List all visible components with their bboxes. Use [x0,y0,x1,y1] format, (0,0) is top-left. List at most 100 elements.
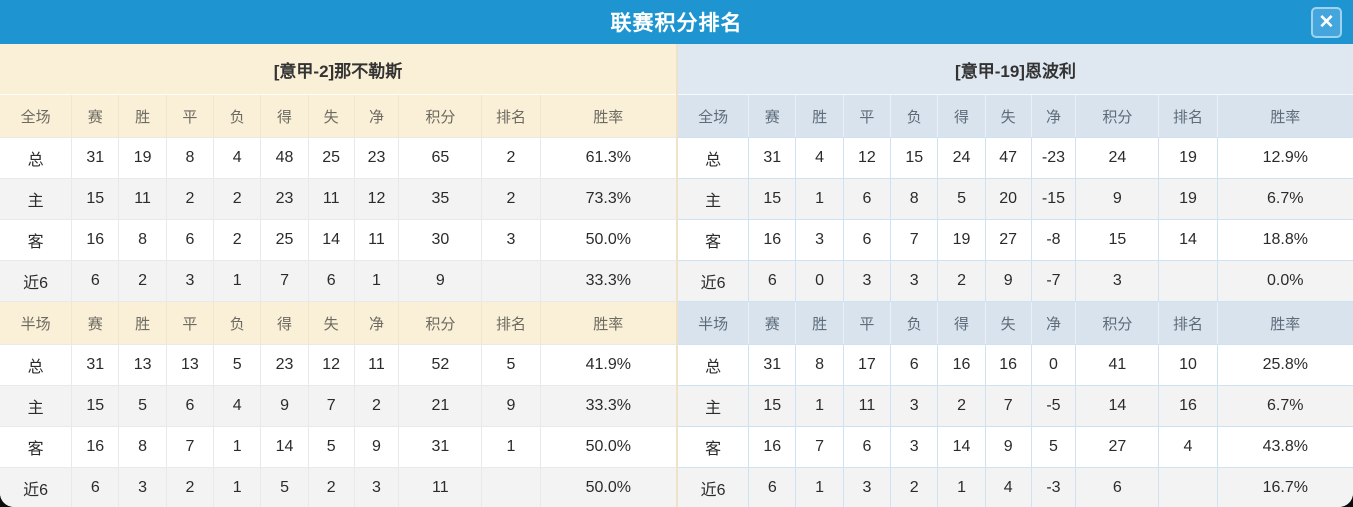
table-row: 总 31 13 13 5 23 12 11 52 5 41.9% [0,344,676,386]
winrate-cell: 0.0% [1217,260,1353,302]
winrate-cell: 61.3% [540,137,676,179]
column-header: 胜率 [1217,301,1353,345]
stat-cell: 6 [166,385,215,427]
column-header: 排名 [481,301,541,345]
stat-cell: 23 [354,137,400,179]
table-row: 主 15 1 6 8 5 20 -15 9 19 6.7% [677,178,1353,220]
row-label: 客 [0,426,73,468]
stat-cell: 5 [937,178,986,220]
stat-cell: 31 [71,137,120,179]
stat-cell: 1 [354,260,400,302]
table-row: 总 31 8 17 6 16 16 0 41 10 25.8% [677,344,1353,386]
stat-cell: -5 [1031,385,1077,427]
row-label: 总 [677,137,750,179]
table-row: 客 16 8 7 1 14 5 9 31 1 50.0% [0,426,676,468]
row-label: 主 [677,385,750,427]
stat-cell: 5 [308,426,355,468]
stat-cell: 5 [118,385,167,427]
points-cell: 14 [1075,385,1160,427]
stat-cell: 3 [890,385,939,427]
column-header: 净 [354,94,400,138]
table-row: 近6 6 2 3 1 7 6 1 9 33.3% [0,260,676,302]
table-row: 近6 6 1 3 2 1 4 -3 6 16.7% [677,467,1353,507]
row-label: 总 [0,344,73,386]
rank-cell [481,467,541,507]
stat-cell: 6 [843,426,892,468]
stat-cell: 16 [71,219,120,261]
stat-cell: 15 [890,137,939,179]
column-header: 负 [213,94,262,138]
stat-cell: 17 [843,344,892,386]
stat-cell: 5 [260,467,309,507]
row-label: 客 [677,219,750,261]
rank-cell [1158,260,1218,302]
points-cell: 11 [398,467,483,507]
table-row: 总 31 19 8 4 48 25 23 65 2 61.3% [0,137,676,179]
stat-cell: 1 [937,467,986,507]
stat-cell: 9 [260,385,309,427]
winrate-cell: 50.0% [540,467,676,507]
stat-cell: 3 [354,467,400,507]
right-half-header-row: 半场 赛 胜 平 负 得 失 净 积分 排名 胜率 [677,301,1353,345]
stat-cell: 19 [937,219,986,261]
column-header: 得 [937,301,986,345]
stat-cell: 6 [308,260,355,302]
stat-cell: 2 [937,385,986,427]
column-header: 赛 [71,94,120,138]
row-label: 近6 [0,260,73,302]
column-header: 平 [166,94,215,138]
stat-cell: 7 [890,219,939,261]
stat-cell: 2 [308,467,355,507]
column-header: 平 [166,301,215,345]
stat-cell: 6 [890,344,939,386]
column-header: 净 [1031,301,1077,345]
column-header: 全场 [677,94,750,138]
stat-cell: 16 [748,219,797,261]
stat-cell: 14 [260,426,309,468]
close-button[interactable]: ✕ [1311,7,1342,38]
column-header: 积分 [1075,94,1160,138]
stat-cell: 11 [308,178,355,220]
stat-cell: 7 [985,385,1032,427]
column-header: 得 [260,301,309,345]
column-header: 负 [890,301,939,345]
stat-cell: -15 [1031,178,1077,220]
row-label: 总 [677,344,750,386]
stat-cell: 8 [118,426,167,468]
stat-cell: 25 [308,137,355,179]
stat-cell: 2 [166,467,215,507]
table-row: 总 31 4 12 15 24 47 -23 24 19 12.9% [677,137,1353,179]
row-label: 近6 [677,260,750,302]
stat-cell: 25 [260,219,309,261]
stat-cell: 3 [166,260,215,302]
column-header: 失 [308,94,355,138]
row-label: 近6 [677,467,750,507]
stat-cell: 8 [118,219,167,261]
winrate-cell: 16.7% [1217,467,1353,507]
rank-cell: 2 [481,137,541,179]
stat-cell: 3 [843,260,892,302]
stat-cell: 16 [748,426,797,468]
winrate-cell: 50.0% [540,426,676,468]
right-team-table: [意甲-19]恩波利 全场 赛 胜 平 负 得 失 净 积分 排名 胜率 总 3… [676,44,1353,507]
points-cell: 6 [1075,467,1160,507]
stat-cell: 47 [985,137,1032,179]
stat-cell: 13 [118,344,167,386]
column-header: 净 [1031,94,1077,138]
column-header: 积分 [398,301,483,345]
winrate-cell: 33.3% [540,385,676,427]
column-header: 半场 [677,301,750,345]
stat-cell: 4 [795,137,844,179]
dialog-title: 联赛积分排名 [610,12,743,35]
row-label: 客 [0,219,73,261]
stat-cell: 12 [843,137,892,179]
winrate-cell: 18.8% [1217,219,1353,261]
column-header: 胜 [118,301,167,345]
stat-cell: 7 [260,260,309,302]
left-full-header-row: 全场 赛 胜 平 负 得 失 净 积分 排名 胜率 [0,94,676,138]
stat-cell: 16 [985,344,1032,386]
stat-cell: 6 [843,178,892,220]
stat-cell: 1 [213,426,262,468]
row-label: 客 [677,426,750,468]
